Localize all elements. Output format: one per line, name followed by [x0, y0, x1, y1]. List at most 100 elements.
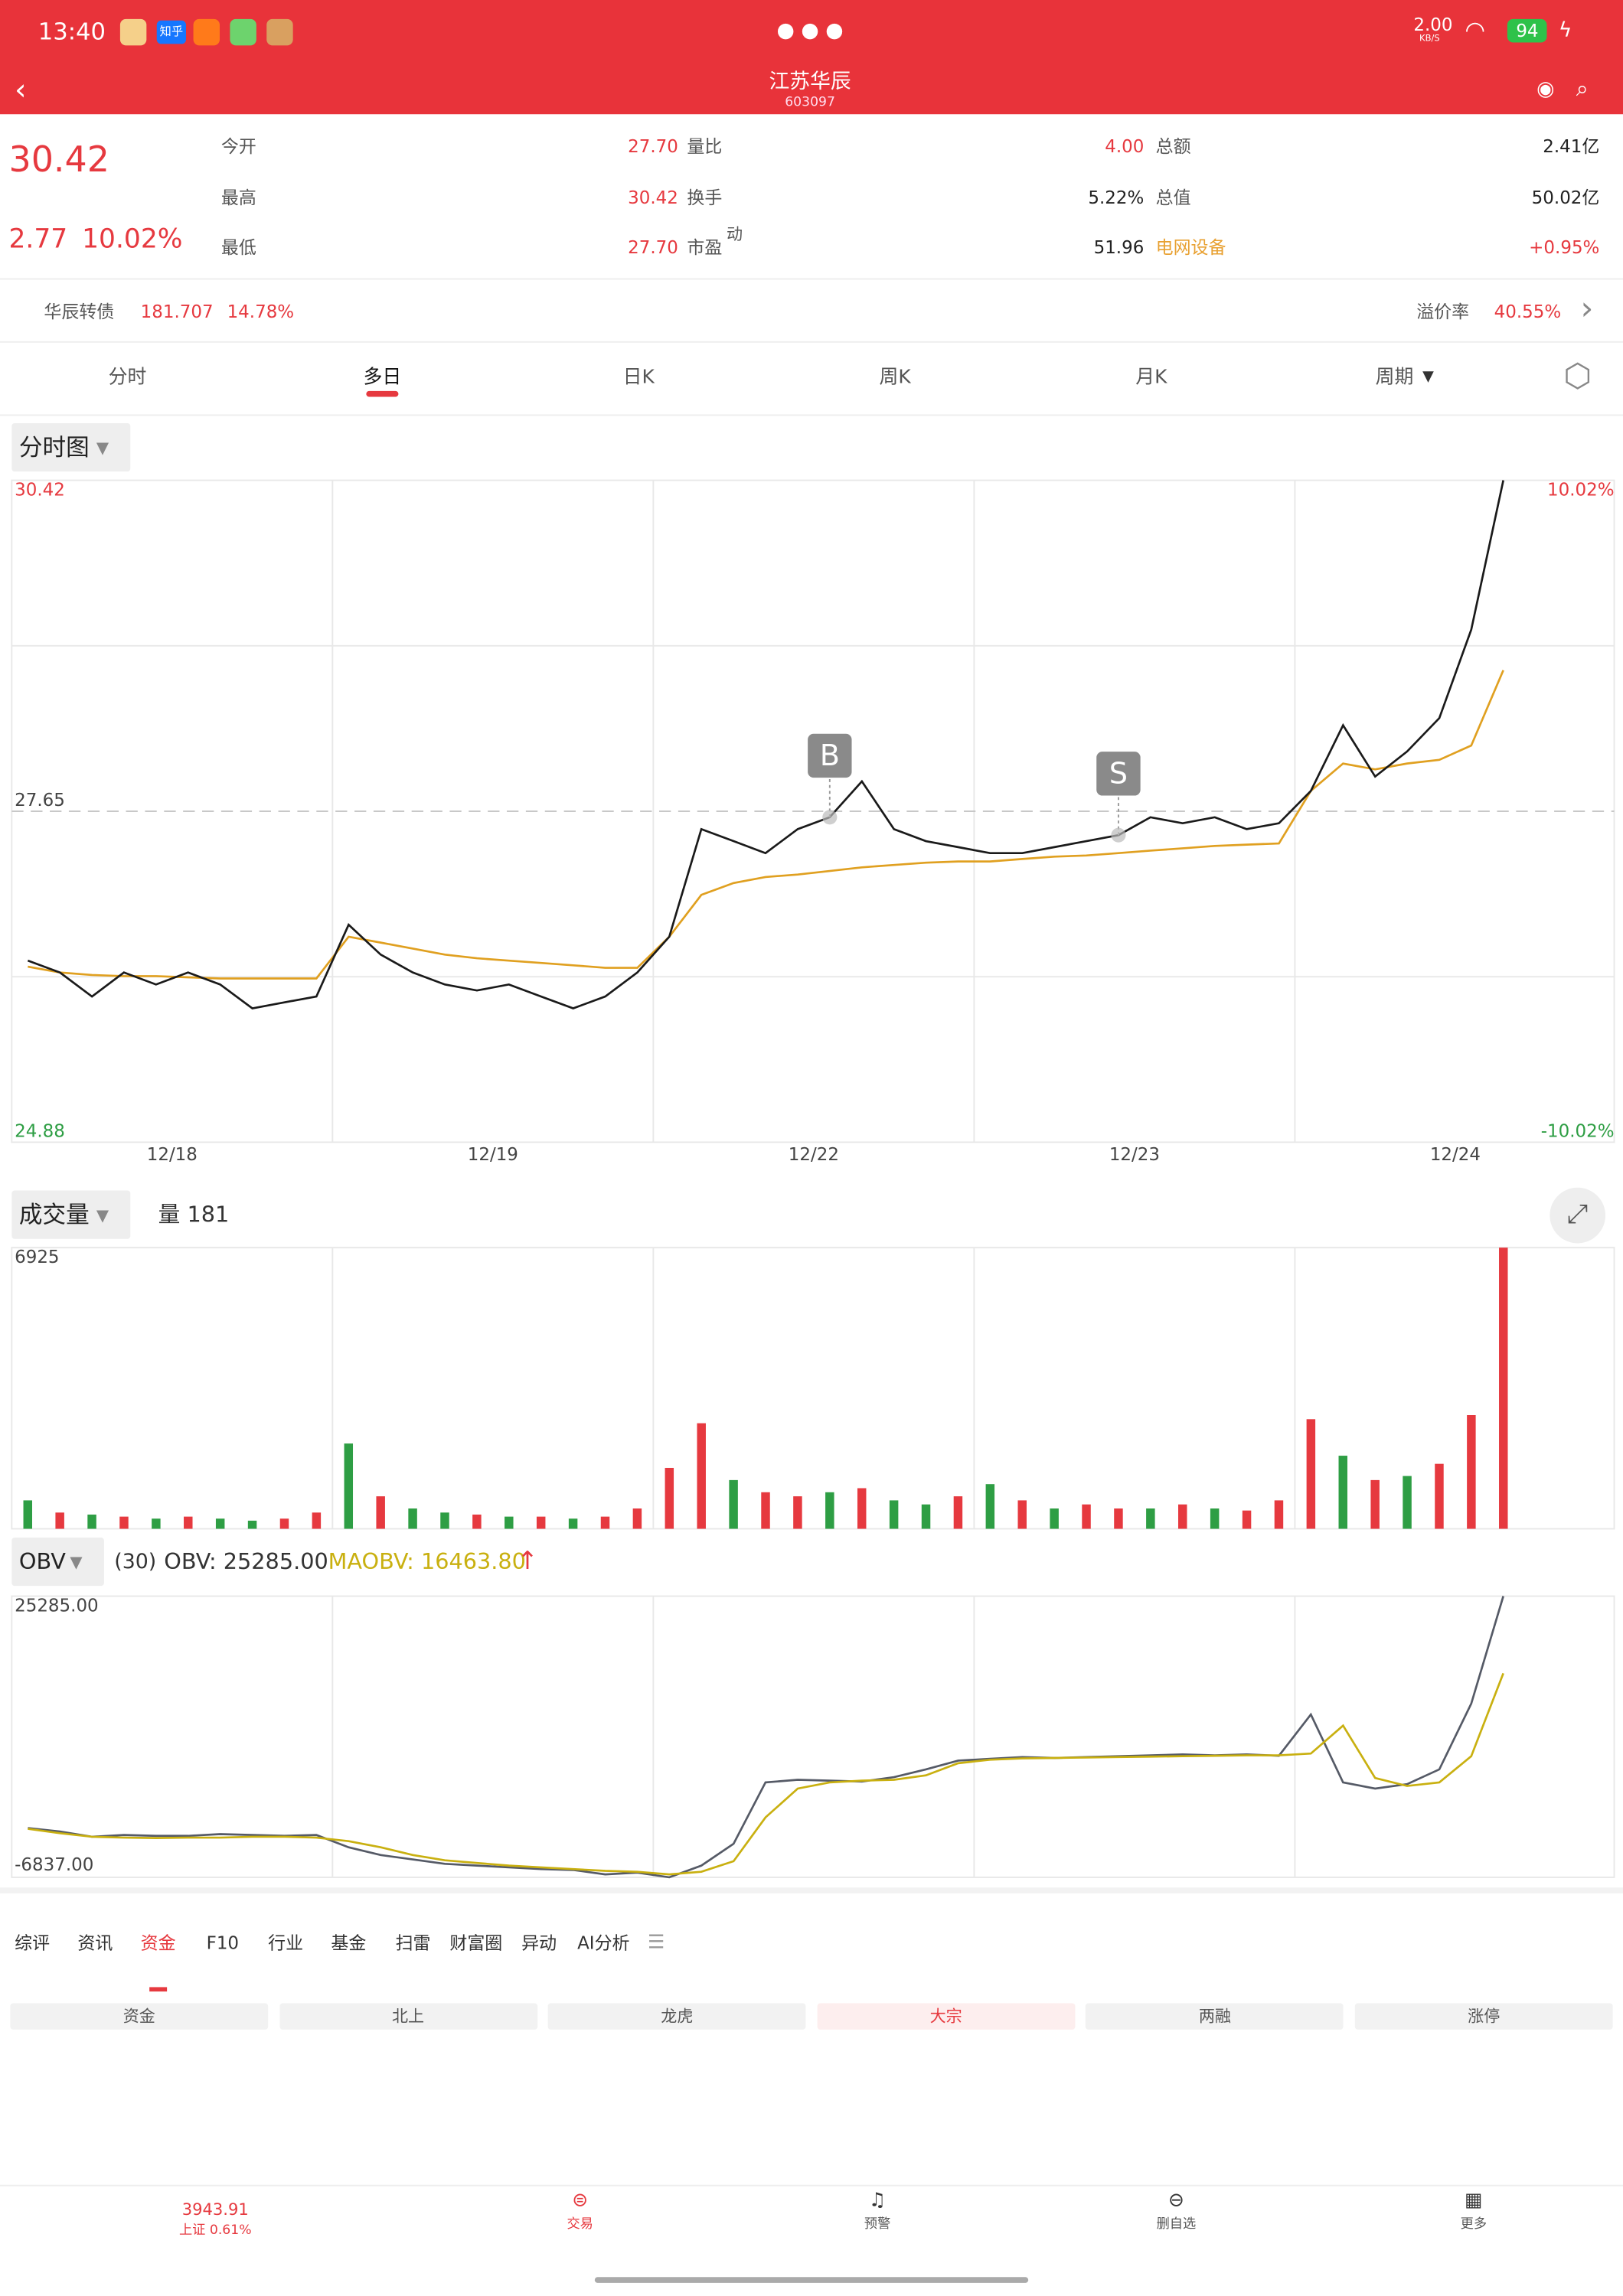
sub-tab[interactable]: 涨停	[1468, 2007, 1501, 2027]
sub-tab-bg[interactable]	[817, 2003, 1076, 2030]
period-tab[interactable]: 周K	[879, 367, 911, 389]
nav-item[interactable]: 预警	[864, 2217, 891, 2232]
volume-bar	[1274, 1500, 1284, 1529]
y-tick-label: 25285.00	[15, 1596, 99, 1616]
stat-label: 最高	[220, 187, 256, 208]
index-value[interactable]: 3943.91	[181, 2200, 249, 2219]
info-tab[interactable]: 综评	[15, 1932, 51, 1954]
dropdown-caret[interactable]: ▼	[96, 439, 109, 458]
bond-arrow[interactable]: ›	[1580, 291, 1594, 328]
sub-tab[interactable]: 资金	[122, 2007, 155, 2027]
volume-bar	[1017, 1500, 1027, 1529]
period-tab[interactable]: 分时	[108, 367, 147, 389]
volume-bar	[1178, 1504, 1187, 1529]
search-button[interactable]: ⌕	[1576, 75, 1589, 102]
dropdown-caret[interactable]: ▼	[1422, 369, 1434, 386]
info-tab[interactable]: 资讯	[77, 1932, 113, 1954]
marker-dot	[822, 810, 838, 825]
robot-button[interactable]: ◉	[1536, 77, 1555, 102]
stock-code: 603097	[785, 96, 835, 111]
back-button[interactable]: ‹	[15, 71, 27, 107]
sub-tab-bg[interactable]	[279, 2003, 537, 2030]
period-tab[interactable]: 多日	[363, 367, 402, 389]
period-tab[interactable]: 日K	[622, 367, 655, 389]
obv-dropdown[interactable]	[11, 1538, 104, 1587]
settings-button[interactable]: ⬡	[1563, 358, 1592, 396]
app-icons	[230, 18, 256, 46]
price: 30.42	[8, 139, 109, 181]
volume-bar	[1338, 1456, 1348, 1529]
nav-icon[interactable]: ⊖	[1167, 2190, 1184, 2213]
volume-bar	[215, 1518, 225, 1529]
period-tab[interactable]: 周期	[1375, 367, 1414, 389]
stat-value: 27.70	[628, 236, 678, 258]
period-tab[interactable]: 月K	[1135, 367, 1167, 389]
chart-dropdown[interactable]	[11, 422, 131, 472]
volume-bar	[953, 1496, 963, 1529]
volume-bar	[600, 1516, 610, 1529]
stat-label: 今开	[220, 135, 256, 157]
sub-tab[interactable]: 两融	[1198, 2007, 1231, 2027]
sub-tab-bg[interactable]	[1086, 2003, 1344, 2030]
volume-bar	[1050, 1508, 1059, 1529]
volume-bar	[1210, 1508, 1220, 1529]
sub-tab[interactable]: 龙虎	[661, 2007, 694, 2027]
volume-bar	[761, 1492, 770, 1529]
stat-label: 最低	[220, 236, 256, 258]
stat-label: 总值	[1155, 187, 1191, 208]
stat-value: 2.41亿	[1543, 135, 1600, 157]
nav-item[interactable]: 删自选	[1156, 2217, 1197, 2232]
volume-dropdown-label[interactable]: 成交量	[18, 1200, 90, 1229]
volume-bar	[1242, 1510, 1252, 1529]
sub-tab[interactable]: 大宗	[929, 2007, 962, 2027]
expand-button[interactable]: ⤢	[1550, 1187, 1606, 1244]
volume-bar	[697, 1423, 706, 1529]
info-tab[interactable]: AI分析	[577, 1932, 630, 1954]
app-icons	[193, 18, 220, 46]
volume-bar	[440, 1512, 449, 1529]
sub-tab-bg[interactable]	[547, 2003, 806, 2030]
home-indicator	[594, 2277, 1029, 2283]
obv-dropdown-label[interactable]: OBV	[18, 1548, 66, 1575]
nav-icon[interactable]: ▦	[1465, 2190, 1483, 2213]
nav-divider	[0, 2184, 1623, 2187]
nav-icon[interactable]: ♫	[868, 2190, 887, 2213]
info-tab[interactable]: 财富圈	[449, 1932, 503, 1954]
chart-frame	[11, 1595, 1615, 1878]
chart-dropdown-label[interactable]: 分时图	[18, 433, 90, 461]
info-tab[interactable]: 资金	[140, 1932, 176, 1954]
info-tab[interactable]: 扫雷	[395, 1932, 431, 1954]
nav-item[interactable]: 交易	[567, 2217, 593, 2232]
dropdown-caret[interactable]: ▼	[96, 1205, 109, 1225]
stat-label: 总额	[1155, 135, 1191, 157]
volume-bar	[1370, 1479, 1380, 1529]
sub-tab-bg[interactable]	[1354, 2003, 1613, 2030]
change-pct: 10.02%	[82, 223, 183, 255]
info-tab[interactable]: 基金	[331, 1932, 367, 1954]
volume-bar	[568, 1518, 578, 1529]
info-tab[interactable]: 异动	[521, 1932, 557, 1954]
nav-icon[interactable]: ⊜	[572, 2190, 589, 2213]
stat-value: 27.70	[628, 135, 678, 157]
y-tick-label: -6837.00	[15, 1855, 93, 1875]
info-tab[interactable]: F10	[206, 1932, 240, 1954]
sub-tab[interactable]: 北上	[392, 2007, 425, 2027]
nav-item[interactable]: 更多	[1460, 2217, 1487, 2232]
obv-legend: OBV: 25285.00	[164, 1548, 328, 1575]
dropdown-caret[interactable]: ▼	[70, 1553, 83, 1572]
stat-label: 换手	[687, 187, 723, 208]
dots: ● ● ●	[776, 18, 844, 43]
index-sub[interactable]: 上证 0.61%	[178, 2223, 252, 2239]
volume-bar	[825, 1492, 834, 1529]
wifi-icon: ◠	[1465, 16, 1486, 44]
charge-icon: ϟ	[1558, 18, 1572, 43]
tabs-menu[interactable]: ☰	[648, 1932, 665, 1955]
x-tick-label: 12/24	[1430, 1145, 1481, 1165]
volume-bar	[23, 1500, 32, 1529]
sub-tab-bg[interactable]	[10, 2003, 269, 2030]
volume-dropdown[interactable]	[11, 1190, 131, 1239]
volume-bar	[152, 1518, 161, 1529]
info-tab[interactable]: 行业	[268, 1932, 304, 1954]
